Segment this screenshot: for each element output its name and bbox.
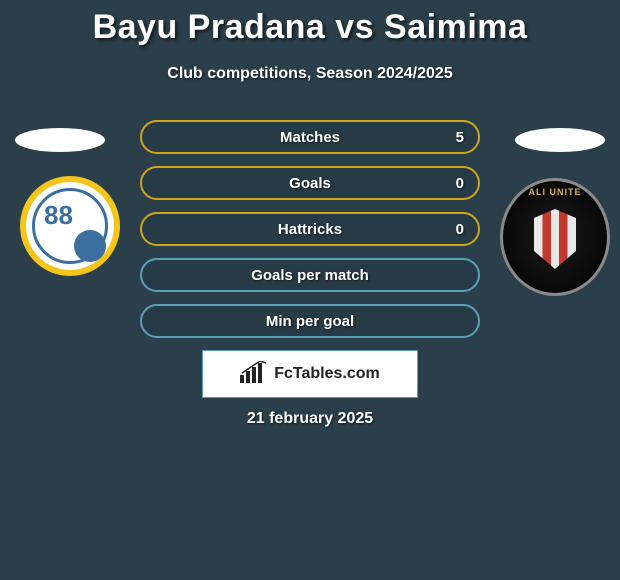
page-title: Bayu Pradana vs Saimima <box>0 0 620 47</box>
date-text: 21 february 2025 <box>0 410 620 428</box>
club-badge-left: 88 <box>20 176 120 276</box>
club-right-arc-text: ALI UNITE <box>503 187 607 197</box>
stat-row-hattricks: Hattricks 0 <box>140 212 480 246</box>
stat-row-min-per-goal: Min per goal <box>140 304 480 338</box>
stat-label: Min per goal <box>266 313 354 330</box>
stat-label: Goals per match <box>251 267 369 284</box>
footer-brand-text: FcTables.com <box>274 365 380 383</box>
footer-brand-box: FcTables.com <box>202 350 418 398</box>
stat-row-goals-per-match: Goals per match <box>140 258 480 292</box>
stat-value: 0 <box>456 175 464 192</box>
player-avatar-right <box>515 128 605 152</box>
club-badge-right: ALI UNITE <box>500 178 610 296</box>
stat-value: 5 <box>456 129 464 146</box>
shield-icon <box>534 209 576 269</box>
subtitle: Club competitions, Season 2024/2025 <box>0 65 620 83</box>
stat-row-goals: Goals 0 <box>140 166 480 200</box>
stat-label: Goals <box>289 175 331 192</box>
stat-rows: Matches 5 Goals 0 Hattricks 0 Goals per … <box>140 120 480 350</box>
bar-chart-icon <box>240 361 268 388</box>
stat-value: 0 <box>456 221 464 238</box>
stat-row-matches: Matches 5 <box>140 120 480 154</box>
club-left-number: 88 <box>44 200 73 231</box>
soccer-ball-icon <box>74 230 106 262</box>
stat-label: Hattricks <box>278 221 342 238</box>
stat-label: Matches <box>280 129 340 146</box>
player-avatar-left <box>15 128 105 152</box>
